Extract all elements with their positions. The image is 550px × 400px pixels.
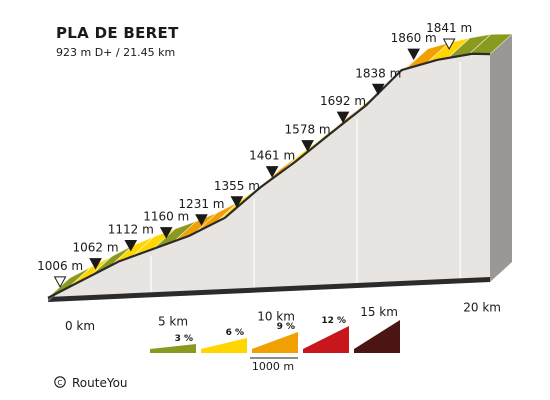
elevation-marker: 1578 m xyxy=(285,123,331,152)
elevation-marker: 1231 m xyxy=(178,197,224,226)
legend-label: 6 % xyxy=(226,328,244,338)
elevation-label: 1578 m xyxy=(285,123,331,137)
distance-tick-label: 15 km xyxy=(360,305,398,319)
distance-tick-label: 10 km xyxy=(257,310,295,324)
profile-front-face xyxy=(48,34,512,302)
scale-label: 1000 m xyxy=(252,360,294,373)
profile-base-edge xyxy=(48,277,490,302)
marker-triangle xyxy=(407,48,421,61)
marker-triangle xyxy=(301,140,314,152)
elevation-label: 1860 m xyxy=(391,31,437,45)
legend-item xyxy=(354,320,400,353)
svg-text:C: C xyxy=(58,379,63,387)
elevation-label: 1461 m xyxy=(249,149,295,163)
marker-triangle xyxy=(230,196,244,208)
elevation-marker: 1838 m xyxy=(355,66,401,96)
elevation-marker: 1112 m xyxy=(108,223,154,252)
marker-triangle xyxy=(159,227,173,239)
marker-triangle xyxy=(53,276,67,288)
elevation-label: 1231 m xyxy=(178,197,224,211)
marker-triangle xyxy=(124,240,138,252)
legend-item: 9 % xyxy=(252,322,298,353)
legend-label: 9 % xyxy=(277,322,295,332)
legend-item: 3 % xyxy=(150,334,196,353)
distance-tick-label: 5 km xyxy=(158,314,188,328)
legend-swatch xyxy=(201,338,247,353)
chart-title: PLA DE BERET xyxy=(56,24,179,42)
marker-triangle xyxy=(442,38,456,50)
elevation-marker: 1692 m xyxy=(320,94,366,124)
elevation-label: 1841 m xyxy=(426,21,472,35)
elevation-marker: 1355 m xyxy=(214,179,260,208)
legend-swatch xyxy=(150,344,196,353)
elevation-marker: 1006 m xyxy=(37,259,83,288)
distance-tick-label: 20 km xyxy=(463,300,501,314)
chart-subtitle: 923 m D+ / 21.45 km xyxy=(56,46,175,59)
distance-ticks: 0 km 5 km 10 km 15 km 20 km xyxy=(65,300,501,333)
legend-item: 12 % xyxy=(303,316,349,353)
elevation-label: 1062 m xyxy=(73,241,119,255)
legend-label: 3 % xyxy=(175,334,193,344)
copyright-text: RouteYou xyxy=(72,376,128,390)
distance-tick-label: 0 km xyxy=(65,319,95,333)
marker-triangle xyxy=(265,166,279,178)
profile-side xyxy=(48,53,490,302)
elevation-label: 1692 m xyxy=(320,94,366,108)
elevation-marker: 1841 m xyxy=(426,21,472,50)
marker-triangle xyxy=(371,83,385,96)
legend-swatch xyxy=(354,320,400,353)
profile-top-edge xyxy=(47,52,491,299)
marker-triangle xyxy=(89,258,102,270)
legend-label: 12 % xyxy=(321,316,346,326)
elevation-label: 1355 m xyxy=(214,179,260,193)
marker-triangle xyxy=(336,111,350,124)
profile-end-side xyxy=(490,34,512,282)
elevation-label: 1160 m xyxy=(143,210,189,224)
elevation-marker: 1461 m xyxy=(249,149,295,178)
copyright-icon: C xyxy=(54,376,66,388)
elevation-marker: 1160 m xyxy=(143,210,189,239)
legend-swatch xyxy=(303,326,349,353)
elevation-label: 1006 m xyxy=(37,259,83,273)
elevation-marker: 1860 m xyxy=(391,31,437,61)
gradient-legend: 3 % 6 % 9 % 12 % xyxy=(150,316,400,359)
marker-triangle xyxy=(195,214,208,226)
legend-item: 6 % xyxy=(201,328,247,353)
elevation-marker: 1062 m xyxy=(73,241,119,270)
legend-swatch xyxy=(252,332,298,353)
elevation-label: 1112 m xyxy=(108,223,154,237)
elevation-label: 1838 m xyxy=(355,66,401,80)
